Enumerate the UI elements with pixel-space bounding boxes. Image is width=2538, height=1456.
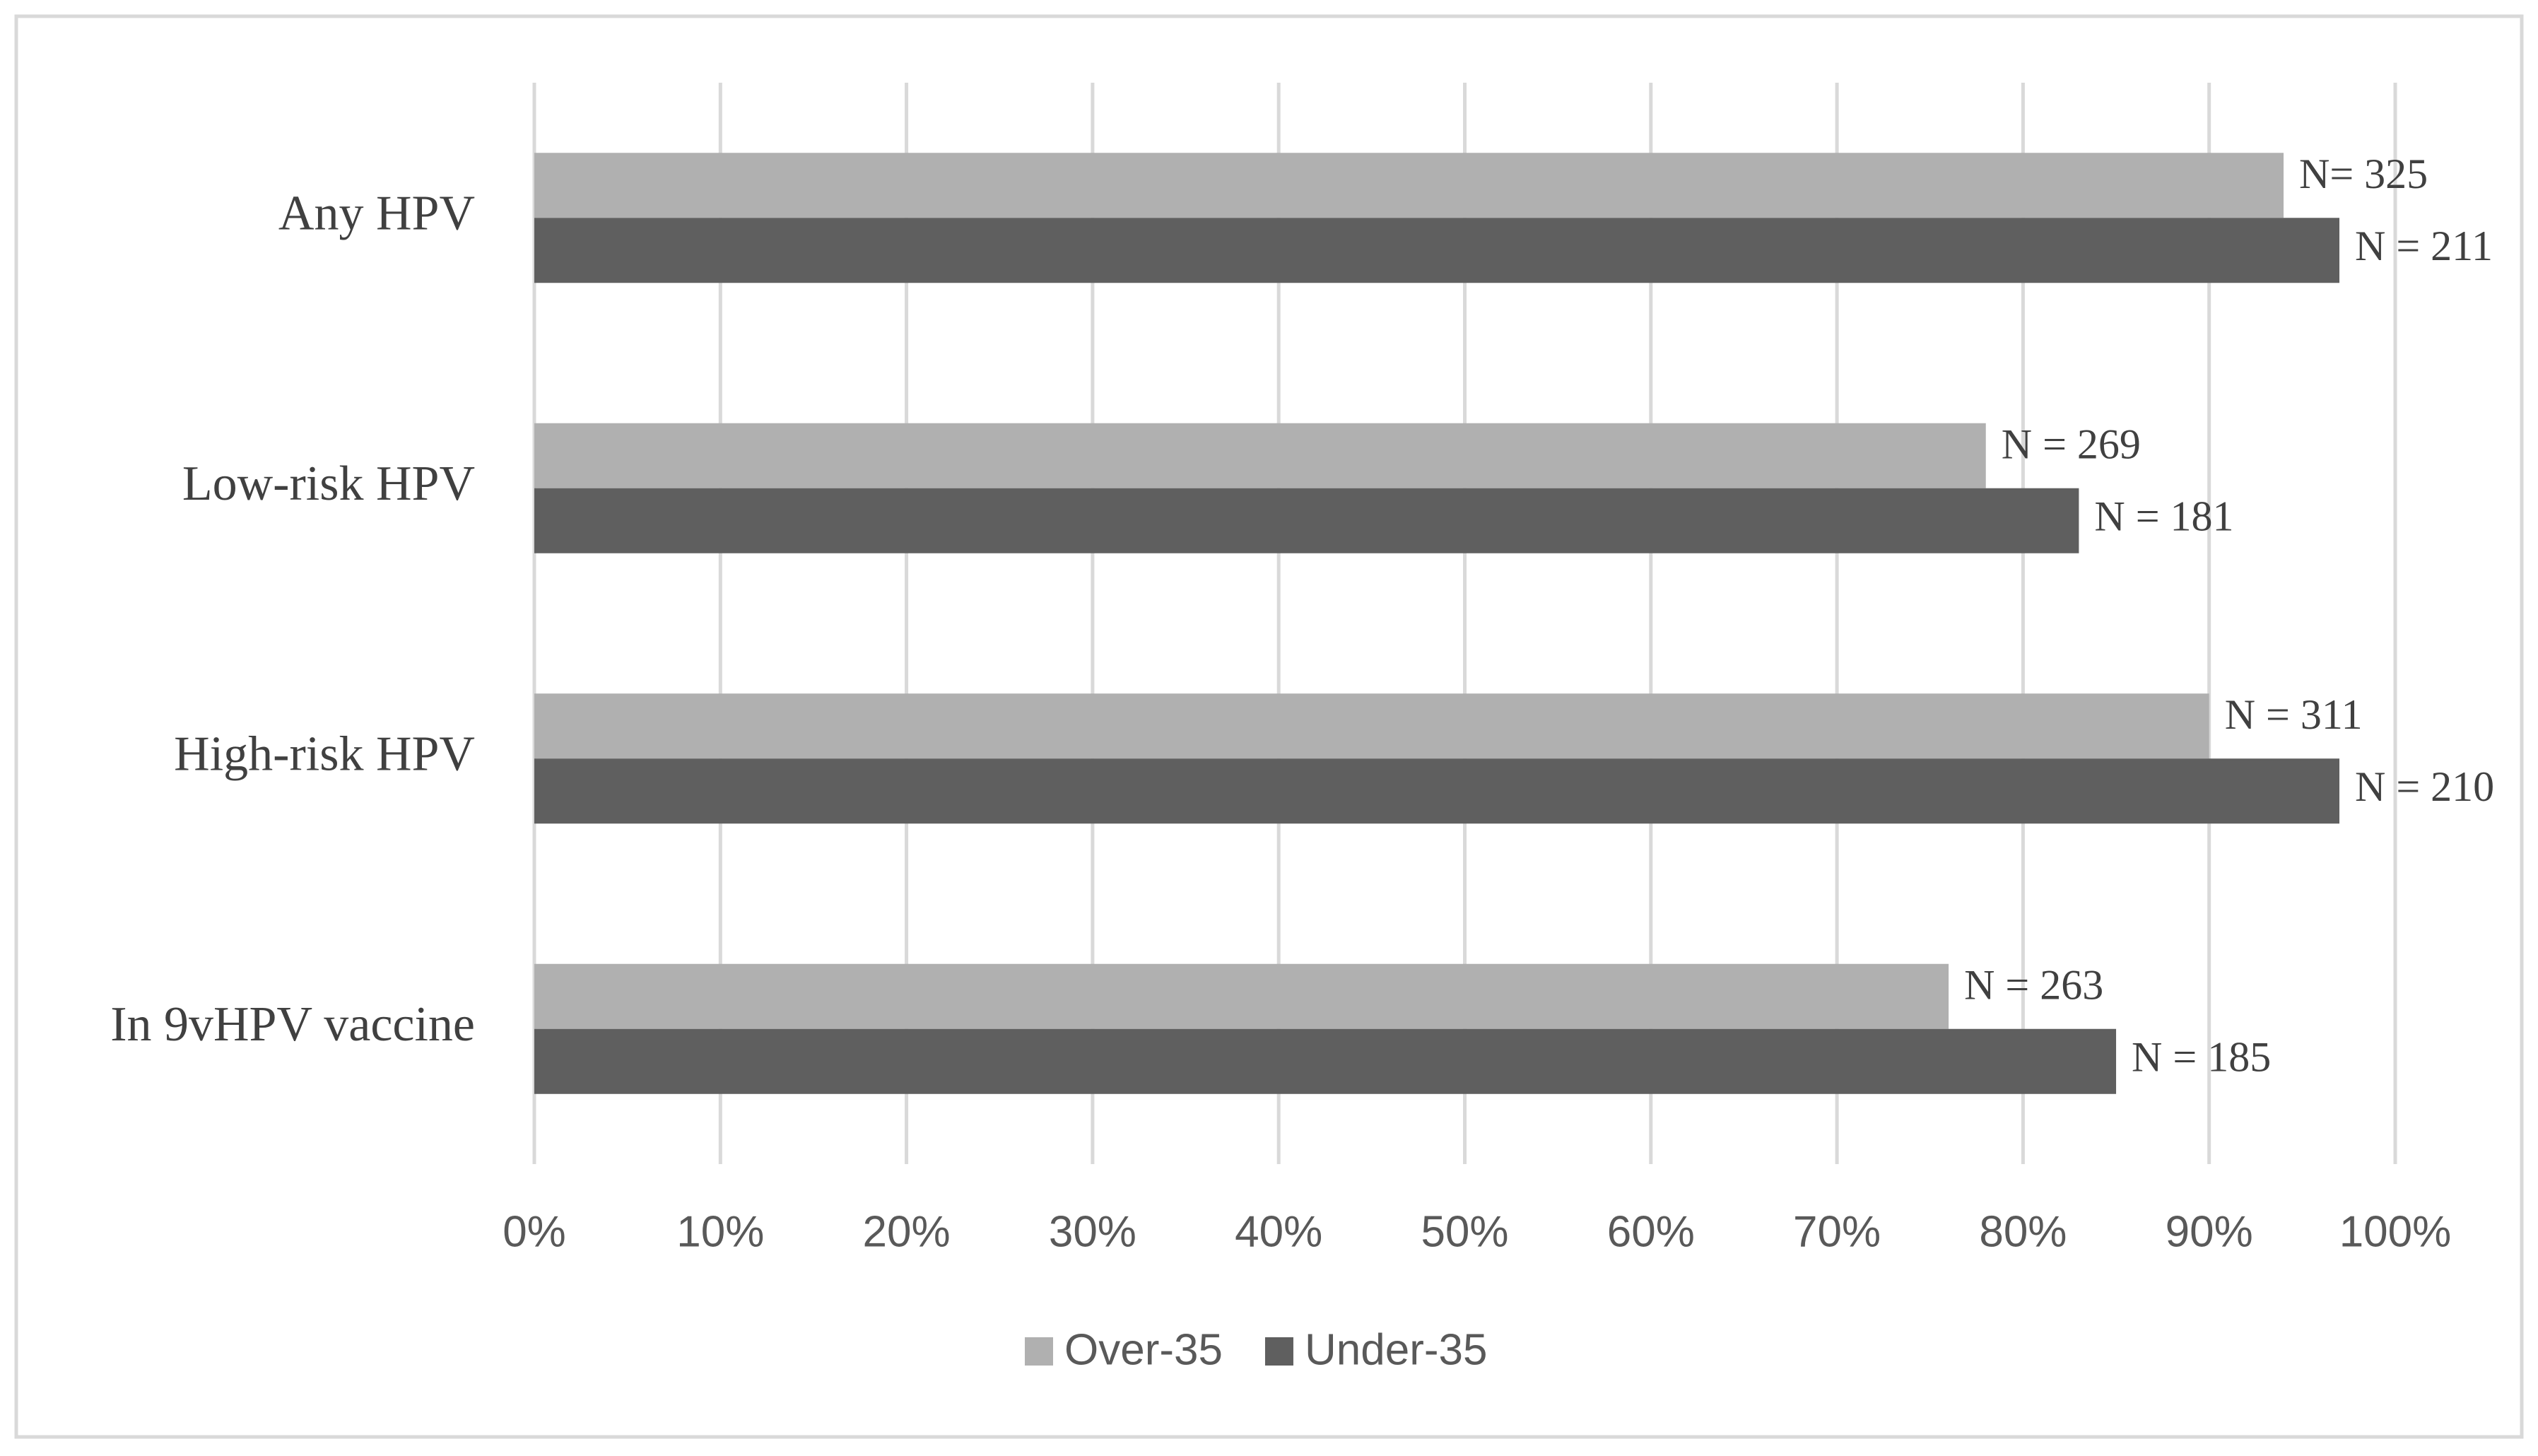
y-tick-label: Any HPV <box>278 186 475 240</box>
x-tick-label: 20% <box>863 1207 951 1256</box>
chart-border <box>14 14 2524 1439</box>
bar <box>534 153 2284 218</box>
bar-annotation: N = 210 <box>2355 763 2494 810</box>
legend-label: Under-35 <box>1305 1325 1487 1374</box>
x-tick-label: 100% <box>2339 1207 2452 1256</box>
bar <box>534 963 1949 1029</box>
x-tick-label: 80% <box>1979 1207 2067 1256</box>
bar <box>534 218 2340 283</box>
x-tick-label: 10% <box>676 1207 764 1256</box>
bar <box>534 693 2209 759</box>
bar-annotation: N = 181 <box>2094 493 2233 540</box>
y-tick-label: In 9vHPV vaccine <box>110 997 475 1052</box>
bar-annotation: N = 263 <box>1964 962 2103 1009</box>
bar <box>534 1028 2117 1094</box>
bar-annotation: N = 311 <box>2225 691 2363 738</box>
x-tick-label: 90% <box>2166 1207 2253 1256</box>
bar-annotation: N = 269 <box>2002 421 2141 468</box>
bar <box>534 423 1986 488</box>
legend-label: Over-35 <box>1064 1325 1223 1374</box>
bar-annotation: N = 185 <box>2132 1034 2271 1081</box>
bar-annotation: N= 325 <box>2299 151 2428 197</box>
bar <box>534 488 2079 553</box>
x-tick-label: 40% <box>1235 1207 1322 1256</box>
x-tick-label: 0% <box>503 1207 566 1256</box>
bar <box>534 758 2340 824</box>
x-tick-label: 50% <box>1421 1207 1508 1256</box>
x-tick-label: 30% <box>1049 1207 1136 1256</box>
legend-swatch <box>1264 1337 1293 1366</box>
y-tick-label: Low-risk HPV <box>182 457 475 511</box>
y-tick-label: High-risk HPV <box>174 727 475 781</box>
legend-swatch <box>1025 1337 1053 1366</box>
bar-annotation: N = 211 <box>2355 223 2493 269</box>
x-tick-label: 60% <box>1607 1207 1695 1256</box>
x-tick-label: 70% <box>1793 1207 1881 1256</box>
